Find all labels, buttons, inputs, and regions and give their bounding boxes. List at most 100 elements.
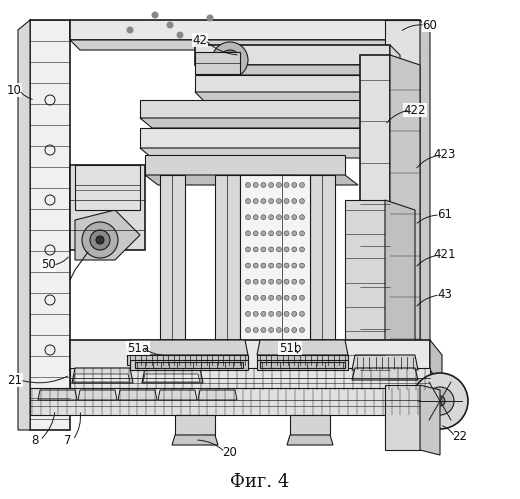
Circle shape <box>292 311 297 316</box>
Polygon shape <box>30 388 420 415</box>
Polygon shape <box>30 20 70 430</box>
Circle shape <box>300 231 305 236</box>
Polygon shape <box>70 340 430 370</box>
Polygon shape <box>198 390 237 400</box>
Polygon shape <box>385 200 415 370</box>
Circle shape <box>292 231 297 236</box>
Circle shape <box>276 327 281 332</box>
Circle shape <box>412 373 468 429</box>
Circle shape <box>276 247 281 252</box>
Circle shape <box>245 215 251 220</box>
Text: 51a: 51a <box>127 341 149 354</box>
Circle shape <box>292 295 297 300</box>
Circle shape <box>269 263 274 268</box>
Circle shape <box>284 199 289 204</box>
Polygon shape <box>142 368 203 383</box>
Circle shape <box>261 311 266 316</box>
Circle shape <box>276 215 281 220</box>
Circle shape <box>212 42 248 78</box>
Circle shape <box>126 26 134 33</box>
Text: 7: 7 <box>64 434 72 447</box>
Circle shape <box>269 247 274 252</box>
Polygon shape <box>145 175 358 185</box>
Polygon shape <box>127 355 248 365</box>
Circle shape <box>261 215 266 220</box>
Polygon shape <box>385 20 420 400</box>
Text: 43: 43 <box>437 288 452 301</box>
Polygon shape <box>73 374 130 382</box>
Text: Фиг. 4: Фиг. 4 <box>230 473 290 491</box>
Polygon shape <box>140 148 402 158</box>
Circle shape <box>261 327 266 332</box>
Circle shape <box>276 199 281 204</box>
Polygon shape <box>257 340 348 355</box>
Polygon shape <box>352 368 418 380</box>
Text: 21: 21 <box>7 373 22 387</box>
Circle shape <box>284 327 289 332</box>
Polygon shape <box>310 175 335 340</box>
Circle shape <box>276 295 281 300</box>
Circle shape <box>300 279 305 284</box>
Polygon shape <box>290 415 330 435</box>
Text: 50: 50 <box>41 258 55 271</box>
Polygon shape <box>360 55 390 380</box>
Circle shape <box>253 279 258 284</box>
Polygon shape <box>420 385 440 455</box>
Polygon shape <box>240 175 310 340</box>
Circle shape <box>276 263 281 268</box>
Polygon shape <box>75 165 140 210</box>
Polygon shape <box>160 175 185 340</box>
Circle shape <box>300 199 305 204</box>
Circle shape <box>276 279 281 284</box>
Polygon shape <box>260 362 345 368</box>
Circle shape <box>292 263 297 268</box>
Polygon shape <box>140 118 402 128</box>
Polygon shape <box>143 374 200 382</box>
Polygon shape <box>195 55 240 65</box>
Text: 422: 422 <box>404 103 426 116</box>
Circle shape <box>284 295 289 300</box>
Text: 8: 8 <box>31 434 38 447</box>
Polygon shape <box>75 210 140 260</box>
Polygon shape <box>118 390 157 400</box>
Circle shape <box>90 230 110 250</box>
Circle shape <box>269 327 274 332</box>
Polygon shape <box>70 165 145 250</box>
Circle shape <box>292 327 297 332</box>
Circle shape <box>276 183 281 188</box>
Circle shape <box>96 236 104 244</box>
Polygon shape <box>195 92 400 102</box>
Polygon shape <box>345 200 385 360</box>
Circle shape <box>82 222 118 258</box>
Circle shape <box>300 311 305 316</box>
Polygon shape <box>287 435 333 445</box>
Polygon shape <box>430 340 442 385</box>
Polygon shape <box>420 20 430 410</box>
Circle shape <box>245 295 251 300</box>
Polygon shape <box>18 20 30 430</box>
Circle shape <box>220 50 240 70</box>
Polygon shape <box>175 415 215 435</box>
Circle shape <box>269 311 274 316</box>
Circle shape <box>284 263 289 268</box>
Circle shape <box>245 279 251 284</box>
Circle shape <box>292 279 297 284</box>
Polygon shape <box>135 362 243 368</box>
Polygon shape <box>390 75 400 102</box>
Circle shape <box>284 247 289 252</box>
Circle shape <box>261 199 266 204</box>
Text: 20: 20 <box>223 446 238 459</box>
Circle shape <box>176 31 184 38</box>
Circle shape <box>426 387 454 415</box>
Circle shape <box>253 327 258 332</box>
Circle shape <box>253 311 258 316</box>
Circle shape <box>253 247 258 252</box>
Circle shape <box>284 279 289 284</box>
Circle shape <box>245 263 251 268</box>
Circle shape <box>253 183 258 188</box>
Circle shape <box>300 295 305 300</box>
Circle shape <box>151 11 159 18</box>
Bar <box>195 52 240 74</box>
Circle shape <box>300 263 305 268</box>
Circle shape <box>253 231 258 236</box>
